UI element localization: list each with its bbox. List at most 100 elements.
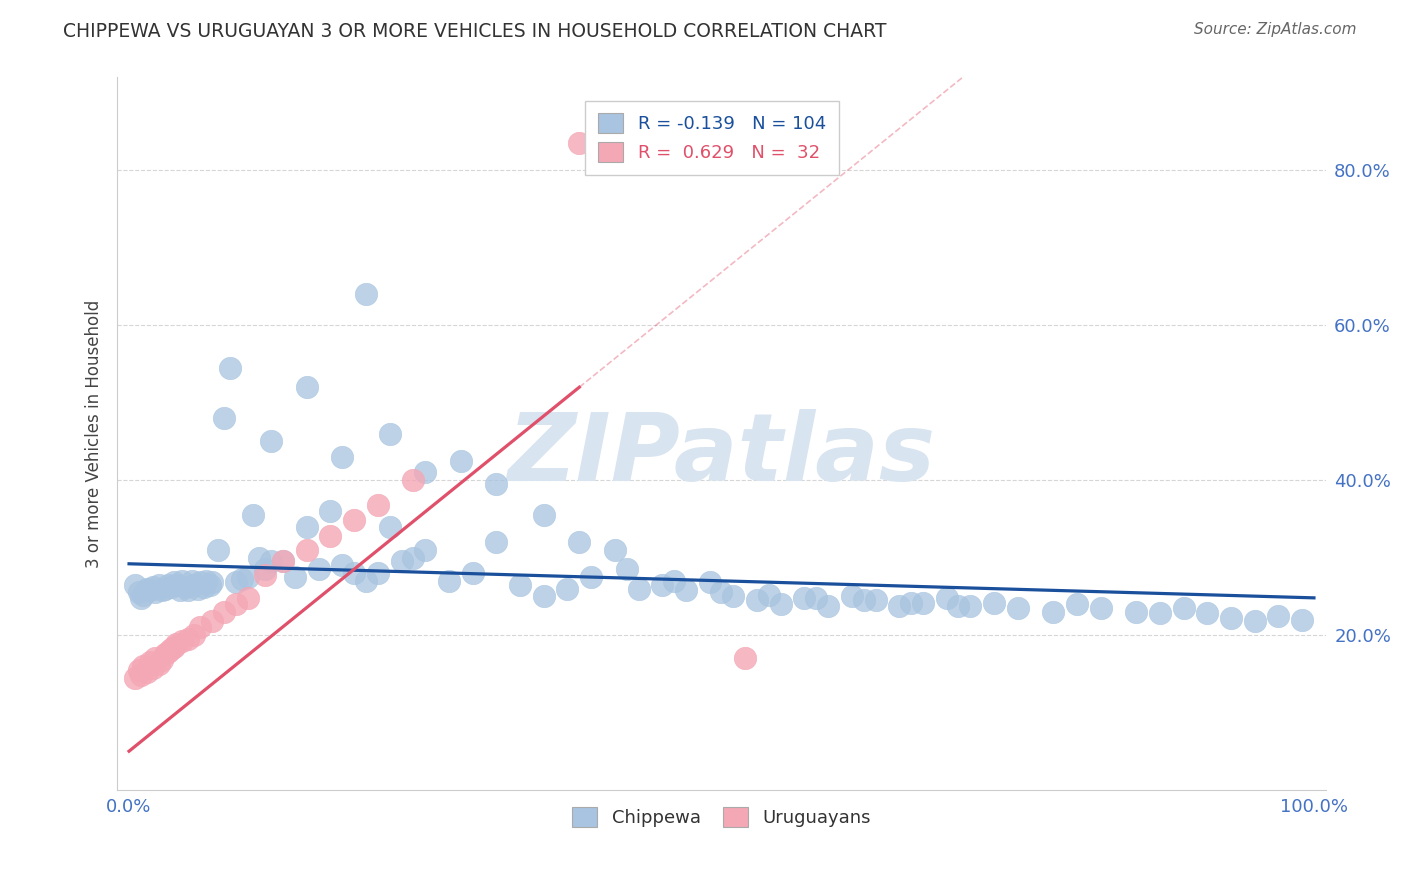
Legend: Chippewa, Uruguayans: Chippewa, Uruguayans <box>565 800 877 834</box>
Point <box>159 580 181 594</box>
Point <box>129 668 152 682</box>
Point <box>485 535 508 549</box>
Point <box>254 562 277 576</box>
Point <box>163 575 186 590</box>
Point <box>852 593 875 607</box>
Point <box>193 580 215 594</box>
Point <box>201 614 224 628</box>
Point <box>1291 613 1313 627</box>
Point <box>295 519 318 533</box>
Point <box>172 574 194 588</box>
Point <box>218 360 240 375</box>
Point <box>271 554 294 568</box>
Point <box>378 426 401 441</box>
Point <box>616 562 638 576</box>
Point <box>128 663 150 677</box>
Point <box>402 550 425 565</box>
Point <box>413 542 436 557</box>
Point <box>159 642 181 657</box>
Point <box>568 136 591 151</box>
Point <box>254 567 277 582</box>
Point <box>174 580 197 594</box>
Point <box>177 583 200 598</box>
Point <box>675 583 697 598</box>
Point <box>579 570 602 584</box>
Point <box>461 566 484 580</box>
Point <box>450 454 472 468</box>
Point <box>129 591 152 605</box>
Point <box>135 665 157 680</box>
Point <box>1220 611 1243 625</box>
Point <box>231 572 253 586</box>
Point <box>212 411 235 425</box>
Point <box>188 575 211 590</box>
Point <box>330 450 353 464</box>
Point <box>188 620 211 634</box>
Point <box>723 590 745 604</box>
Point <box>135 582 157 596</box>
Point <box>225 575 247 590</box>
Point <box>132 659 155 673</box>
Point <box>841 590 863 604</box>
Point <box>959 599 981 613</box>
Point <box>157 577 180 591</box>
Point <box>153 648 176 662</box>
Point <box>236 570 259 584</box>
Point <box>367 566 389 580</box>
Point <box>1149 607 1171 621</box>
Point <box>1267 608 1289 623</box>
Point <box>1197 607 1219 621</box>
Point <box>509 577 531 591</box>
Point <box>354 574 377 588</box>
Point <box>354 287 377 301</box>
Point <box>367 498 389 512</box>
Point <box>627 582 650 596</box>
Point <box>911 595 934 609</box>
Point <box>1090 601 1112 615</box>
Point <box>260 434 283 449</box>
Point <box>734 651 756 665</box>
Y-axis label: 3 or more Vehicles in Household: 3 or more Vehicles in Household <box>86 300 103 568</box>
Point <box>247 550 270 565</box>
Point <box>343 513 366 527</box>
Point <box>308 562 330 576</box>
Point <box>128 585 150 599</box>
Point <box>817 599 839 613</box>
Point <box>201 575 224 590</box>
Point <box>148 657 170 672</box>
Point <box>212 605 235 619</box>
Point <box>568 535 591 549</box>
Point <box>284 570 307 584</box>
Point <box>242 508 264 522</box>
Point <box>1042 605 1064 619</box>
Point <box>758 588 780 602</box>
Point <box>699 575 721 590</box>
Point <box>1243 614 1265 628</box>
Point <box>143 651 166 665</box>
Point <box>236 591 259 605</box>
Point <box>150 653 173 667</box>
Point <box>662 574 685 588</box>
Point <box>195 574 218 588</box>
Point <box>260 554 283 568</box>
Point <box>139 655 162 669</box>
Point <box>603 542 626 557</box>
Point <box>150 583 173 598</box>
Point <box>710 585 733 599</box>
Point <box>165 578 187 592</box>
Point <box>533 590 555 604</box>
Point <box>1066 597 1088 611</box>
Point <box>330 558 353 573</box>
Point <box>124 577 146 591</box>
Point <box>157 645 180 659</box>
Point <box>132 588 155 602</box>
Point <box>437 574 460 588</box>
Point <box>319 504 342 518</box>
Text: ZIPatlas: ZIPatlas <box>508 409 935 501</box>
Point <box>1173 601 1195 615</box>
Point <box>183 628 205 642</box>
Point <box>183 577 205 591</box>
Point <box>402 473 425 487</box>
Point <box>651 577 673 591</box>
Point <box>900 595 922 609</box>
